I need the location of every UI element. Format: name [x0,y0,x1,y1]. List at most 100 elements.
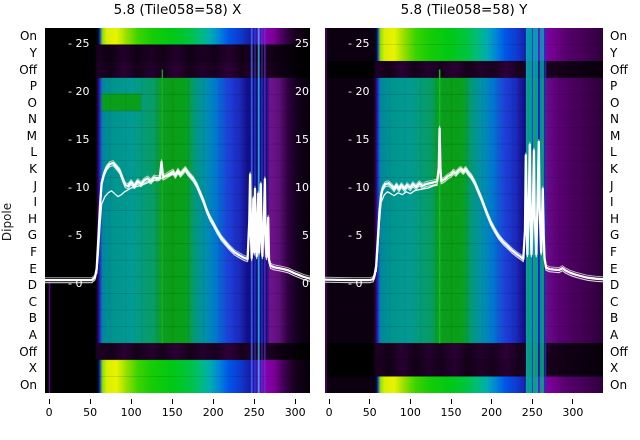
row-separator [325,293,603,294]
signal-line-secondary [96,172,175,275]
x-tick-label: 50 [362,406,377,419]
panel-x-title: 5.8 (Tile058=58) X [113,2,242,18]
row-separator [45,110,310,112]
row-separator [325,376,603,377]
row-separator [45,193,310,195]
heatmap-band [45,61,310,78]
row-label-left-e-14: E [29,261,37,276]
x-tick-label: 250 [243,406,265,419]
row-label-right-f-13: F [610,245,617,259]
row-label-left-on-21: On [19,377,37,392]
panel-y-title: 5.8 (Tile058=58) Y [400,2,528,18]
row-separator [45,326,310,328]
inner-tick-label: - 5 [348,229,362,242]
row-label-left-i-10: I [33,195,37,210]
heatmap-panel-y: - 25 - 20 - 15 - 10 - 5 - 0 [325,28,603,393]
heatmap-stripe [544,28,547,393]
row-separator [325,193,603,195]
row-separator [325,342,603,344]
row-label-left-h-11: H [27,211,37,226]
row-label-right-b-17: B [610,311,619,326]
row-separator [325,93,603,95]
row-label-left-g-12: G [27,228,37,243]
row-label-right-c-16: C [610,294,619,309]
inner-tick-label-right: 15 [295,133,309,146]
row-label-left-j-9: J [33,178,37,193]
column-separator [234,77,236,344]
column-separator [187,77,189,344]
heatmap-stripe [325,28,327,393]
row-separator [325,127,603,128]
row-label-left-c-16: C [28,294,37,309]
x-tick-mark [450,399,452,404]
x-tick-mark [328,399,330,404]
signal-curves [325,125,603,284]
row-separator [325,326,603,328]
heatmap-band [325,77,603,344]
row-separator [325,210,603,211]
heatmap-band [45,44,310,62]
row-label-right-k-8: K [610,162,618,176]
row-label-left-m-6: M [26,128,37,143]
column-separator [109,77,111,344]
row-label-left-o-4: O [27,95,37,110]
row-separator [45,259,310,261]
x-tick-mark [572,399,574,404]
x-tick-label: 300 [284,406,306,419]
inner-tick-label-right: 0 [302,277,309,290]
inner-tick-label: - 20 [68,85,89,98]
row-label-right-i-10: I [610,195,614,210]
column-separator [481,77,483,344]
row-separator [45,342,310,344]
column-separator [125,77,127,344]
heatmap-band [325,359,603,377]
signal-curves [45,159,310,284]
inner-tick-label: - 5 [68,229,82,242]
row-label-right-g-12: G [610,228,620,243]
x-tick-mark [409,399,411,404]
x-tick-label: 150 [161,406,183,419]
row-label-right-on-0: On [610,29,628,44]
column-separator [156,77,158,344]
row-separator [45,160,310,162]
row-separator [325,77,603,79]
signal-line-trace [45,159,310,279]
row-label-right-d-15: D [610,278,620,293]
row-label-left-f-13: F [30,245,37,259]
column-separator [451,77,452,344]
row-label-left-n-5: N [28,112,37,127]
heatmap-band [45,28,310,45]
x-tick-mark [294,399,296,404]
inner-tick-label: - 10 [68,181,89,194]
row-separator [325,143,603,145]
row-labels-left: On Y Off P O N M L K J I H G F E D C B A Off X On [0,28,41,393]
row-label-left-l-7: L [30,145,37,160]
row-label-right-j-9: J [610,178,614,193]
row-separator [325,243,603,245]
row-separator [45,376,310,377]
x-tick-mark [171,399,173,404]
row-separator [45,309,310,311]
row-separator [45,60,310,62]
heatmap-panel-x: - 25 25 - 20 20 - 15 15 - 10 10 - 5 5 - 0 0 [45,28,310,393]
heatmap-band [325,61,603,78]
row-label-right-y-1: Y [610,45,618,60]
row-label-left-a-18: A [28,327,37,342]
column-separator [172,77,174,344]
inner-tick-label-right: 25 [295,37,309,50]
heatmap-band [325,28,603,62]
row-label-right-o-4: O [610,95,620,110]
row-label-left-y-1: Y [29,45,37,60]
column-separator [435,77,437,344]
inner-tick-label: - 10 [348,181,369,194]
column-separator [281,77,283,344]
x-tick-label: 300 [562,406,584,419]
row-label-right-off-2: Off [610,62,628,77]
x-tick-mark [130,399,132,404]
row-separator [45,243,310,245]
inner-tick-label-right: 20 [295,85,309,98]
row-label-right-n-5: N [610,112,619,127]
signal-line-trace [325,125,603,279]
x-tick-mark [89,399,91,404]
column-separator [497,77,499,344]
